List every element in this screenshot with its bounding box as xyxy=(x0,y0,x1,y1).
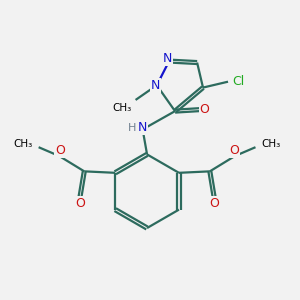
Text: N: N xyxy=(137,122,147,134)
Text: O: O xyxy=(75,196,85,210)
Text: H: H xyxy=(128,123,136,133)
Text: N: N xyxy=(163,52,172,65)
Text: O: O xyxy=(209,196,219,210)
Text: CH₃: CH₃ xyxy=(14,139,33,149)
Text: O: O xyxy=(229,144,239,157)
Text: O: O xyxy=(200,103,209,116)
Text: N: N xyxy=(151,79,160,92)
Text: CH₃: CH₃ xyxy=(261,139,280,149)
Text: O: O xyxy=(55,144,65,157)
Text: Cl: Cl xyxy=(232,75,245,88)
Text: CH₃: CH₃ xyxy=(113,103,132,113)
